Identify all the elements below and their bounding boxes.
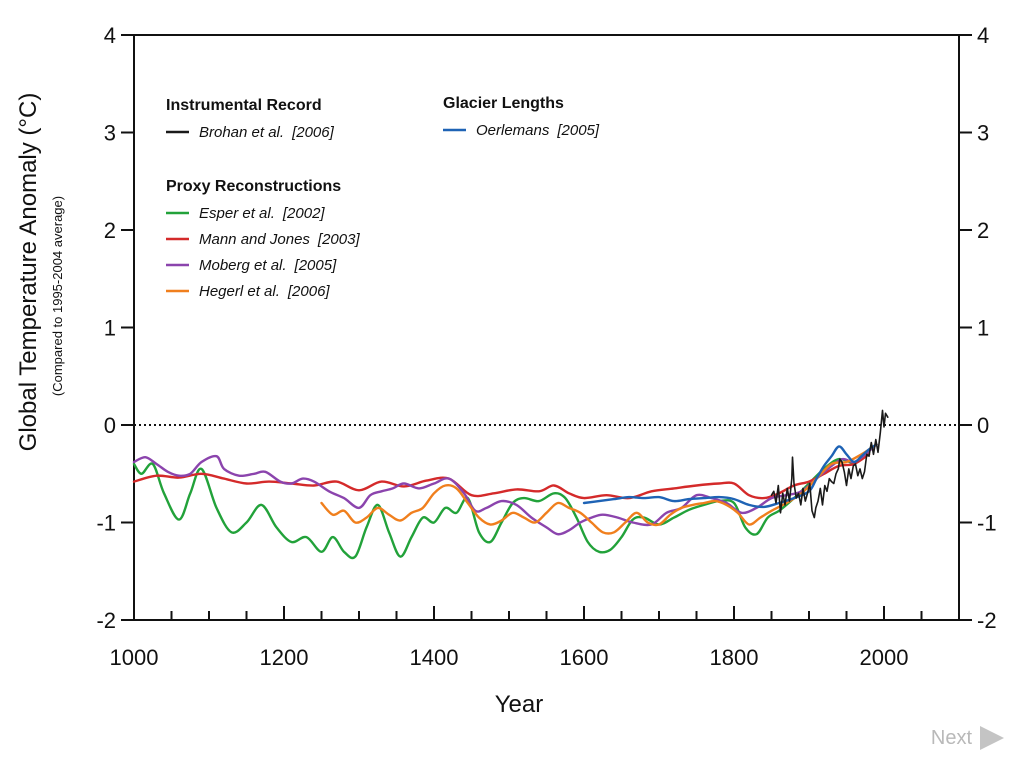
- y-tick-label-left: 1: [104, 316, 116, 341]
- y-tick-label-left: -1: [96, 511, 116, 536]
- legend-author-esper: Esper et al. [2002]: [199, 205, 325, 222]
- legend-author-brohan: Brohan et al. [2006]: [199, 124, 335, 141]
- x-tick-label: 1800: [710, 645, 759, 670]
- legend-author-moberg: Moberg et al. [2005]: [199, 257, 337, 274]
- y-axis-title: Global Temperature Anomaly (°C): [15, 93, 42, 452]
- legend-author-mann: Mann and Jones [2003]: [199, 231, 360, 248]
- y-tick-label-right: -2: [977, 608, 997, 633]
- next-button[interactable]: Next: [931, 726, 1004, 750]
- x-tick-label: 1400: [410, 645, 459, 670]
- y-tick-label-left: 2: [104, 218, 116, 243]
- x-tick-label: 1600: [560, 645, 609, 670]
- x-axis-title: Year: [495, 691, 544, 718]
- x-tick-label: 1000: [110, 645, 159, 670]
- y-tick-label-right: 2: [977, 218, 989, 243]
- play-triangle-icon: [980, 726, 1004, 750]
- legend-author-oerlemans: Oerlemans [2005]: [476, 122, 600, 139]
- legend-author-hegerl: Hegerl et al. [2006]: [199, 283, 330, 300]
- legend-heading-glacier: Glacier Lengths: [443, 95, 564, 112]
- x-tick-label: 2000: [860, 645, 909, 670]
- series-line-esper: [132, 457, 856, 560]
- y-tick-label-left: 3: [104, 121, 116, 146]
- legend-heading-instrumental: Instrumental Record: [166, 97, 322, 114]
- legend: Instrumental Record Brohan et al. [2006] …: [166, 95, 600, 300]
- series-line-hegerl: [320, 443, 878, 535]
- series-line-moberg: [132, 443, 878, 536]
- y-tick-label-right: -1: [977, 511, 997, 536]
- y-tick-label-right: 1: [977, 316, 989, 341]
- series-line-brohan: [770, 409, 889, 519]
- y-tick-label-left: -2: [96, 608, 116, 633]
- legend-heading-proxy: Proxy Reconstructions: [166, 178, 341, 195]
- x-tick-label: 1200: [260, 645, 309, 670]
- axis-ticks: -2 -2 -1 -1 0 0 1 1 2 2 3 3 4 4 1000 1200 1400 1600 1800 20…: [96, 23, 996, 670]
- y-tick-label-left: 0: [104, 413, 116, 438]
- y-tick-label-right: 3: [977, 121, 989, 146]
- series-line-oerlemans: [582, 443, 878, 509]
- y-tick-label-right: 4: [977, 23, 989, 48]
- y-axis-subtitle: (Compared to 1995-2004 average): [50, 196, 65, 396]
- next-label: Next: [930, 726, 972, 749]
- data-series: [132, 409, 889, 560]
- y-tick-label-right: 0: [977, 413, 989, 438]
- y-tick-label-left: 4: [104, 23, 116, 48]
